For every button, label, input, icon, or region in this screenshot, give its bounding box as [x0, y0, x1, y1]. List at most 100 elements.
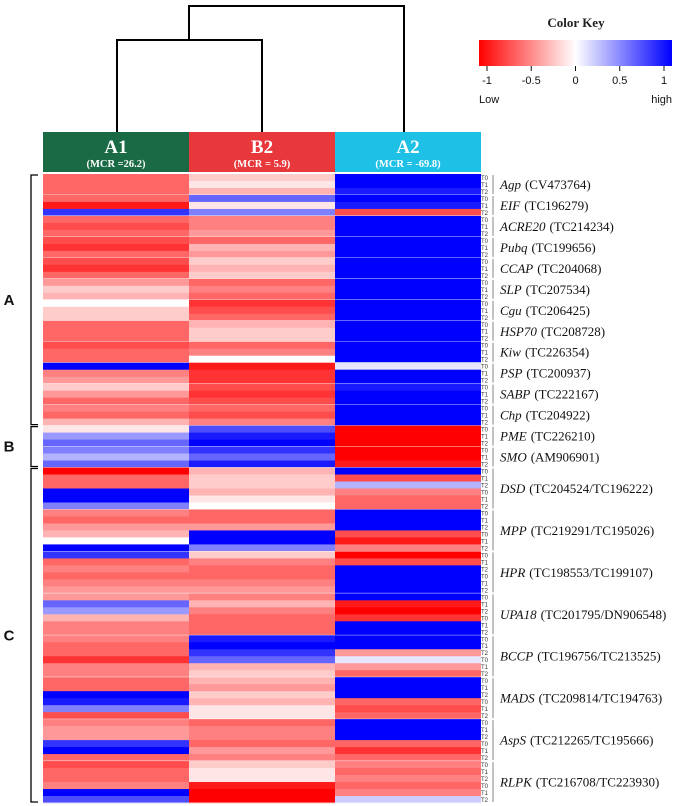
row-tick-label: T2: [481, 630, 489, 636]
row-tick-label: T1: [481, 602, 489, 608]
heatmap-cell: [43, 369, 189, 378]
gene-id: (TC204922): [526, 408, 590, 423]
heatmap-cell: [335, 222, 481, 231]
row-tick-label: T1: [481, 518, 489, 524]
heatmap-cell: [43, 411, 189, 420]
heatmap-cell: [43, 194, 189, 203]
heatmap-cell: [189, 642, 335, 650]
color-key-tick-label: 0: [572, 75, 578, 87]
heatmap-cell: [189, 397, 335, 406]
column-header-b2: [189, 132, 335, 172]
heatmap-cell: [43, 621, 189, 629]
gene-label: CCAP (TC204068): [500, 261, 602, 276]
column-header-mcr: (MCR =26.2): [86, 159, 146, 170]
heatmap-cell: [335, 285, 481, 294]
row-tick-label: T1: [481, 414, 489, 420]
heatmap-cell: [335, 264, 481, 273]
heatmap-cell: [43, 376, 189, 385]
row-tick-label: T0: [481, 260, 489, 266]
heatmap-cell: [335, 208, 481, 217]
heatmap-cell: [189, 264, 335, 273]
heatmap-cell: [335, 516, 481, 524]
color-key: Color Key -1 -0.5 0 0.5 1 Low high: [479, 15, 672, 106]
column-header-mcr: (MCR = 5.9): [234, 159, 291, 170]
heatmap-cell: [43, 222, 189, 231]
heatmap-cell: [335, 362, 481, 371]
heatmap-cell: [189, 474, 335, 482]
row-tick-label: T2: [481, 421, 489, 427]
gene-label: Cgu (TC206425): [500, 303, 590, 318]
heatmap-cell: [43, 544, 189, 552]
row-tick-label: T2: [481, 672, 489, 678]
heatmap-cell: [189, 180, 335, 189]
heatmap-cell: [189, 432, 335, 440]
column-header-label: A1: [104, 137, 127, 158]
gene-label: RLPK (TC216708/TC223930): [499, 775, 659, 790]
heatmap-cell: [189, 572, 335, 580]
heatmap-cell: [43, 768, 189, 776]
heatmap-cell: [189, 467, 335, 475]
gene-symbol: Cgu: [500, 303, 522, 318]
heatmap-cell: [189, 761, 335, 769]
heatmap-cell: [189, 271, 335, 280]
heatmap-cell: [335, 656, 481, 664]
heatmap-cell: [189, 208, 335, 217]
row-tick-label: T0: [481, 574, 489, 580]
heatmap-cell: [335, 719, 481, 727]
row-tick-label: T2: [481, 567, 489, 573]
gene-id: (TC201795/DN906548): [541, 607, 667, 622]
gene-id: (TC204068): [537, 261, 601, 276]
heatmap-cell: [43, 565, 189, 573]
column-dendrogram: [116, 5, 405, 132]
heatmap-cell: [189, 411, 335, 420]
heatmap-cell: [189, 243, 335, 252]
heatmap-cell: [189, 390, 335, 399]
row-tick-label: T2: [481, 295, 489, 301]
gene-id: (TC209814/TC194763): [539, 691, 663, 706]
row-tick-label: T2: [481, 442, 489, 448]
gene-id: (TC207534): [526, 282, 590, 297]
heatmap-cell: [189, 376, 335, 385]
heatmap-cell: [335, 558, 481, 566]
heatmap-cell: [43, 796, 189, 804]
gene-symbol: SABP: [500, 387, 530, 402]
row-tick-label: T2: [481, 588, 489, 594]
heatmap-cell: [189, 782, 335, 790]
heatmap-cell: [43, 187, 189, 196]
gene-symbol: ACRE20: [499, 219, 546, 234]
heatmap-cell: [335, 355, 481, 364]
heatmap-cell: [43, 243, 189, 252]
heatmap-cell: [189, 726, 335, 734]
row-tick-label: T2: [481, 358, 489, 364]
heatmap-cell: [335, 390, 481, 399]
row-tick-label: T2: [481, 735, 489, 741]
gene-id: (TC216708/TC223930): [536, 775, 660, 790]
heatmap-cell: [189, 530, 335, 538]
row-tick-label: T2: [481, 504, 489, 510]
heatmap-cell: [189, 600, 335, 608]
row-tick-label: T1: [481, 581, 489, 587]
gene-symbol: AspS: [499, 733, 527, 748]
gene-label: SABP (TC222167): [500, 387, 599, 402]
heatmap-cell: [43, 635, 189, 643]
row-tick-label: T2: [481, 525, 489, 531]
gene-symbol: EIF: [499, 198, 521, 213]
row-tick-label: T1: [481, 204, 489, 210]
heatmap-cell: [189, 257, 335, 266]
gene-labels: Agp (CV473764) EIF (TC196279) ACRE20 (TC21423…: [492, 175, 667, 802]
heatmap-cell: [189, 789, 335, 797]
heatmap-cell: [43, 474, 189, 482]
heatmap-cell: [189, 551, 335, 559]
heatmap-cell: [43, 432, 189, 440]
color-key-title: Color Key: [547, 15, 605, 30]
row-tick-label: T0: [481, 679, 489, 685]
row-tick-label: T2: [481, 463, 489, 469]
row-tick-label: T1: [481, 539, 489, 545]
gene-symbol: SLP: [500, 282, 522, 297]
heatmap-cell: [43, 677, 189, 685]
heatmap-cell: [189, 488, 335, 496]
heatmap-cell: [335, 775, 481, 783]
gene-label: Agp (CV473764): [499, 177, 591, 192]
heatmap-cell: [335, 334, 481, 343]
